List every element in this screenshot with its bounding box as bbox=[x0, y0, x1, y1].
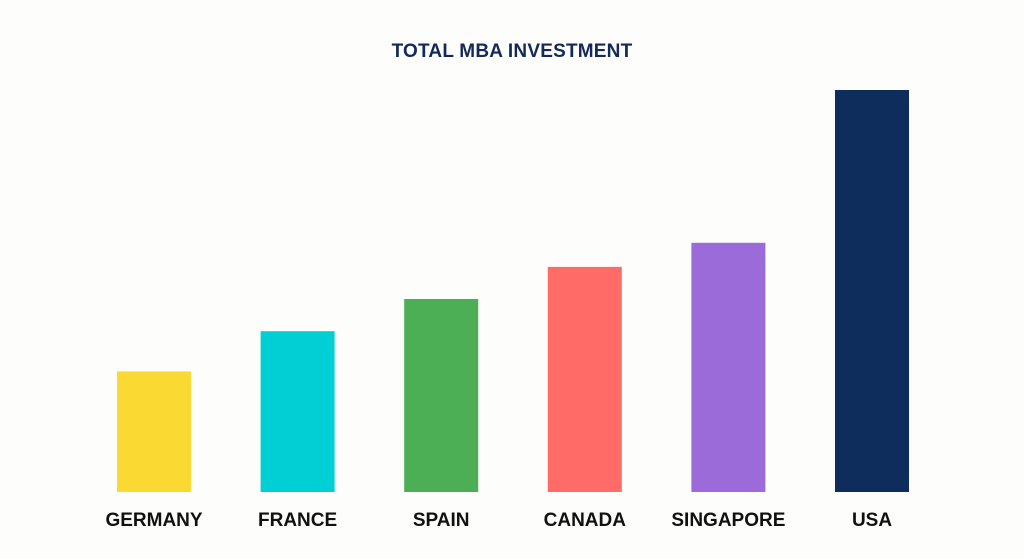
category-label-germany: GERMANY bbox=[105, 510, 202, 531]
category-label-canada: CANADA bbox=[544, 510, 627, 531]
category-labels-group: GERMANY FRANCE SPAIN CANADA SINGAPORE USA bbox=[105, 510, 892, 531]
category-label-usa: USA bbox=[852, 510, 892, 531]
bar-singapore bbox=[691, 242, 766, 492]
bar-spain bbox=[404, 299, 479, 492]
bar-france bbox=[260, 331, 335, 492]
category-label-france: FRANCE bbox=[258, 510, 337, 531]
bar-canada bbox=[547, 266, 622, 492]
bar-usa bbox=[835, 90, 909, 492]
category-label-singapore: SINGAPORE bbox=[671, 510, 785, 531]
category-label-spain: SPAIN bbox=[413, 510, 470, 531]
bars-group bbox=[117, 90, 909, 492]
chart-title: TOTAL MBA INVESTMENT bbox=[392, 41, 633, 62]
bar-germany bbox=[117, 371, 191, 492]
